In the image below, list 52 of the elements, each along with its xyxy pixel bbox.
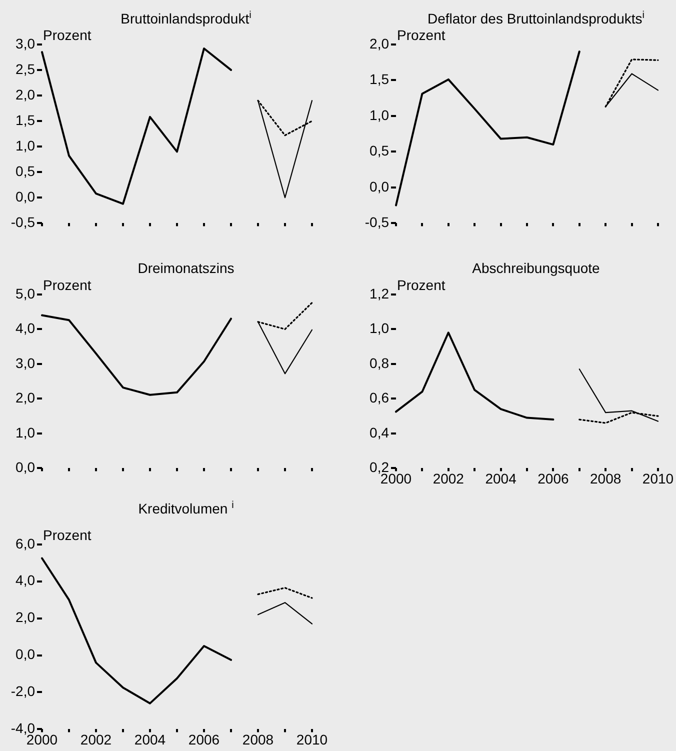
y-tick-label: 0,0 bbox=[370, 178, 390, 194]
y-tick-label: 6,0 bbox=[16, 535, 36, 552]
y-tick-label: -0,5 bbox=[10, 214, 36, 230]
x-tick-label: 2004 bbox=[134, 731, 166, 748]
y-tick-label: 3,0 bbox=[16, 35, 36, 52]
y-tick-label: 2,0 bbox=[16, 86, 36, 102]
y-tick-label: -0,5 bbox=[364, 214, 390, 230]
y-axis-title: Prozent bbox=[43, 527, 92, 544]
chart-title: Dreimonatszins bbox=[136, 260, 236, 276]
y-tick-label: 0,5 bbox=[370, 142, 390, 159]
y-tick-label: 0,0 bbox=[16, 188, 36, 205]
y-tick-label: 4,0 bbox=[16, 572, 36, 588]
x-tick-label: 2004 bbox=[485, 470, 517, 486]
y-tick-label: 0,4 bbox=[370, 424, 390, 440]
y-tick-label: 0,5 bbox=[16, 162, 36, 179]
x-tick-label: 2006 bbox=[538, 470, 569, 486]
y-tick-label: 5,0 bbox=[16, 285, 36, 302]
y-axis-title: Prozent bbox=[397, 27, 446, 44]
y-tick-label: -4,0 bbox=[10, 720, 36, 736]
chart-title: Bruttoinlandsprodukt$^{i}$ bbox=[120, 10, 252, 27]
chart-title: Deflator des Bruttoinlandsprodukts$^{i}$ bbox=[426, 10, 646, 27]
y-tick-label: 0,0 bbox=[16, 646, 36, 662]
x-tick-label: 2006 bbox=[188, 731, 220, 748]
y-tick-label: 2,5 bbox=[16, 60, 36, 77]
y-tick-label: 1,2 bbox=[370, 285, 390, 302]
y-tick-label: 0,6 bbox=[370, 390, 390, 406]
y-tick-label: 1,0 bbox=[370, 320, 390, 336]
x-tick-label: 2010 bbox=[642, 470, 674, 486]
y-axis-title: Prozent bbox=[43, 27, 92, 44]
y-axis-title: Prozent bbox=[43, 277, 92, 294]
y-axis-title: Prozent bbox=[397, 277, 446, 294]
x-tick-label: 2002 bbox=[80, 731, 112, 748]
y-tick-label: 1,5 bbox=[370, 71, 390, 88]
y-tick-label: 1,0 bbox=[16, 137, 36, 154]
y-tick-label: 4,0 bbox=[16, 320, 36, 336]
x-tick-label: 2010 bbox=[296, 731, 328, 748]
y-tick-label: 1,0 bbox=[370, 106, 390, 123]
y-tick-label: 0,0 bbox=[16, 459, 36, 476]
y-tick-label: -2,0 bbox=[10, 683, 36, 700]
y-tick-label: 2,0 bbox=[16, 390, 36, 406]
y-tick-label: 1,5 bbox=[16, 112, 36, 128]
y-tick-label: 2,0 bbox=[370, 35, 390, 52]
y-tick-label: 3,0 bbox=[16, 354, 36, 371]
y-tick-label: 0,8 bbox=[370, 354, 390, 371]
x-tick-label: 2008 bbox=[590, 470, 622, 486]
x-tick-label: 2008 bbox=[242, 731, 274, 748]
chart-title: Abschreibungsquote bbox=[471, 260, 601, 276]
y-tick-label: 2,0 bbox=[16, 609, 36, 626]
x-tick-label: 2002 bbox=[432, 470, 464, 486]
y-tick-label: 0,2 bbox=[370, 459, 390, 476]
y-tick-label: 1,0 bbox=[16, 424, 36, 440]
chart-title: Kreditvolumen $^{i}$ bbox=[137, 500, 235, 517]
